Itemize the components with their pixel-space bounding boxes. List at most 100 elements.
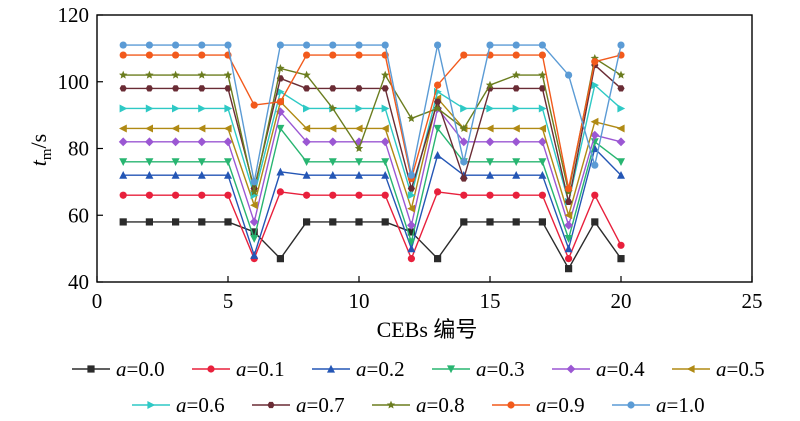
legend-marker <box>686 365 695 373</box>
data-point <box>355 85 363 92</box>
data-point <box>355 158 363 167</box>
data-point <box>354 144 364 153</box>
data-point <box>434 188 442 196</box>
data-point <box>485 80 495 89</box>
svg-text:tm/s: tm/s <box>26 134 55 166</box>
data-point <box>485 124 494 133</box>
data-point <box>381 124 389 133</box>
data-point <box>616 70 626 79</box>
series-a-0-5 <box>119 94 625 220</box>
data-point <box>172 104 180 113</box>
x-tick-label: 15 <box>480 289 501 313</box>
data-point <box>512 191 520 199</box>
legend-label: a=0.5 <box>716 357 765 381</box>
legend-value: =0.8 <box>427 393 465 417</box>
legend-item: a=0.5 <box>672 357 765 381</box>
data-point <box>198 191 206 199</box>
data-point <box>171 158 180 167</box>
data-point <box>565 71 573 79</box>
data-point <box>145 137 154 147</box>
data-point <box>590 117 599 126</box>
data-point <box>512 158 521 167</box>
data-point <box>329 51 337 59</box>
data-point <box>407 204 415 213</box>
data-point <box>198 85 206 92</box>
data-point <box>276 64 285 72</box>
data-point <box>486 191 494 199</box>
x-axis-title: CEBs 编号 <box>377 317 478 342</box>
data-point <box>145 51 153 59</box>
data-point <box>303 218 311 226</box>
data-point <box>407 171 415 179</box>
y-axis-title-sub: m <box>39 148 55 160</box>
data-point <box>434 98 442 105</box>
data-point <box>485 137 495 147</box>
legend-value: =0.1 <box>247 357 285 381</box>
data-point <box>512 104 521 113</box>
data-point <box>617 85 625 92</box>
data-point <box>224 191 232 199</box>
legend-label: a=0.3 <box>476 357 525 381</box>
series-a-0-0 <box>119 218 625 273</box>
data-point <box>355 104 364 113</box>
data-point <box>223 124 232 133</box>
data-point <box>591 58 599 66</box>
data-point <box>276 87 285 96</box>
data-point <box>433 150 442 159</box>
data-point <box>460 158 468 166</box>
legend-label: a=0.9 <box>536 393 585 417</box>
data-point <box>407 191 416 200</box>
legend-value: =0.4 <box>607 357 646 381</box>
data-point <box>564 235 573 243</box>
data-point <box>171 171 180 179</box>
legend-param: a <box>716 357 727 381</box>
data-point <box>381 171 390 179</box>
series-line <box>123 221 622 270</box>
legend-item: a=0.1 <box>192 357 285 381</box>
data-point <box>381 218 389 226</box>
data-point <box>381 104 390 113</box>
data-point <box>119 41 127 49</box>
data-point <box>486 104 495 113</box>
data-point <box>145 85 153 92</box>
data-point <box>329 191 337 199</box>
data-point <box>407 244 416 253</box>
data-point <box>198 41 206 49</box>
data-point <box>381 191 389 199</box>
legend-marker <box>447 365 455 374</box>
data-point <box>172 51 180 59</box>
data-point <box>538 41 547 49</box>
legend-item: a=0.3 <box>432 357 525 381</box>
data-point <box>512 41 520 49</box>
data-point <box>355 218 363 226</box>
x-tick-label: 25 <box>742 289 763 313</box>
data-point <box>172 85 180 92</box>
legend-item: a=0.6 <box>132 393 225 417</box>
data-point <box>512 124 520 133</box>
legend-param: a <box>476 357 487 381</box>
legend-marker <box>267 401 275 409</box>
legend-value: =0.5 <box>727 357 765 381</box>
data-point <box>119 85 127 92</box>
data-point <box>145 41 153 49</box>
series-line <box>123 127 622 243</box>
legend-value: =0.9 <box>547 393 585 417</box>
data-point <box>198 51 206 59</box>
data-point <box>617 158 625 167</box>
series-line <box>123 54 622 190</box>
y-tick-label: 120 <box>58 3 90 27</box>
data-point <box>119 51 127 59</box>
data-point <box>538 191 547 199</box>
data-point <box>617 41 625 49</box>
data-point <box>512 218 520 226</box>
data-point <box>538 85 546 92</box>
data-point <box>565 184 573 193</box>
data-point <box>617 171 625 179</box>
data-point <box>145 70 154 79</box>
series-line <box>123 64 622 203</box>
data-point <box>303 191 311 199</box>
series-a-0-9 <box>119 51 625 193</box>
series-a-1-0 <box>119 41 625 186</box>
data-point <box>119 171 128 179</box>
data-point <box>591 191 599 199</box>
